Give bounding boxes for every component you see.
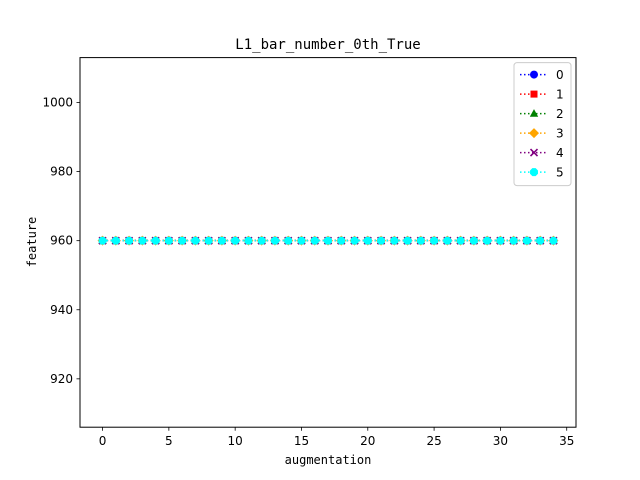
data-point [151, 236, 160, 245]
data-point [403, 236, 412, 245]
y-tick-label: 920 [50, 372, 73, 386]
data-point [363, 236, 372, 245]
data-point [138, 236, 147, 245]
legend-marker [529, 128, 539, 139]
legend-item-0: 0 [520, 68, 564, 82]
data-point [509, 236, 518, 245]
data-point [191, 236, 200, 245]
x-tick-label: 20 [360, 434, 375, 448]
data-point [125, 236, 134, 245]
legend-marker [530, 90, 538, 98]
x-tick-label: 10 [228, 434, 243, 448]
legend-marker [529, 109, 539, 117]
x-tick-label: 5 [165, 434, 173, 448]
y-tick-label: 960 [50, 234, 73, 248]
legend-label: 0 [556, 68, 564, 82]
data-point [284, 236, 293, 245]
data-point [98, 236, 107, 245]
x-tick-label: 0 [99, 434, 107, 448]
data-point [244, 236, 253, 245]
data-point [483, 236, 492, 245]
data-point [390, 236, 399, 245]
x-tick-label: 15 [294, 434, 309, 448]
legend-item-3: 3 [520, 127, 564, 141]
y-tick-label: 1000 [42, 96, 73, 110]
x-axis: 0 5 10 15 20 25 30 35 [99, 427, 574, 448]
data-point [111, 236, 120, 245]
data-point [310, 236, 319, 245]
legend-marker [530, 168, 538, 177]
plot-frame [79, 57, 577, 428]
data-point [164, 236, 173, 245]
plot-area [97, 235, 559, 246]
data-point [324, 236, 332, 245]
data-point [456, 236, 465, 245]
x-tick-label: 25 [426, 434, 441, 448]
legend: 0 1 2 3 4 5 [513, 62, 572, 187]
data-point [337, 236, 346, 245]
legend-item-4: 4 [520, 146, 564, 160]
y-axis: 920 940 960 980 1000 [42, 96, 80, 386]
data-point [257, 236, 266, 245]
data-point [231, 236, 240, 245]
data-point [496, 236, 505, 245]
legend-label: 2 [556, 107, 564, 121]
data-point [469, 236, 478, 245]
legend-label: 5 [556, 166, 564, 180]
data-point [178, 236, 187, 245]
legend-item-1: 1 [520, 88, 564, 102]
y-axis-label: feature [25, 217, 39, 268]
data-point [443, 236, 452, 245]
data-point [549, 236, 558, 245]
data-point [536, 236, 545, 245]
x-tick-label: 35 [559, 434, 574, 448]
legend-label: 4 [556, 146, 564, 160]
chart-title: L1_bar_number_0th_True [235, 37, 420, 53]
y-tick-label: 940 [50, 303, 73, 317]
data-point [270, 236, 279, 245]
data-point [430, 236, 439, 245]
legend-label: 1 [556, 88, 564, 102]
series-5 [98, 236, 558, 245]
data-point [416, 236, 425, 245]
data-point [350, 236, 359, 245]
x-tick-label: 30 [493, 434, 508, 448]
data-point [522, 236, 531, 245]
x-axis-label: augmentation [285, 453, 372, 467]
data-point [204, 236, 213, 245]
data-point [377, 236, 386, 245]
data-point [217, 236, 226, 245]
legend-label: 3 [556, 127, 564, 141]
legend-item-2: 2 [520, 107, 564, 121]
legend-item-5: 5 [520, 166, 564, 180]
legend-marker [530, 70, 538, 79]
data-point [297, 236, 306, 245]
legend-marker [529, 148, 539, 157]
y-tick-label: 980 [50, 165, 73, 179]
